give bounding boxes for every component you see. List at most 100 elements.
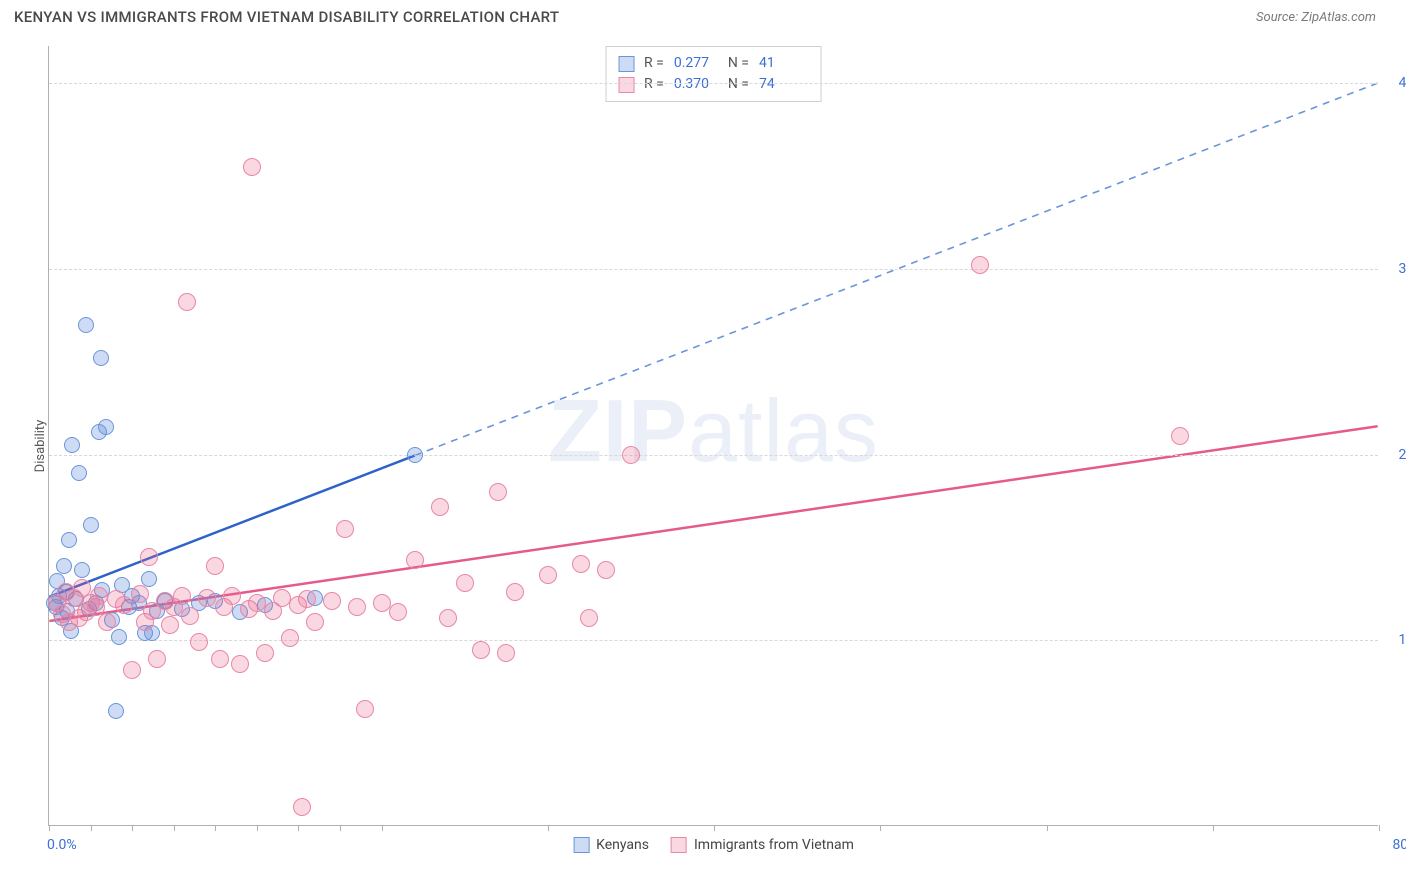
data-point — [336, 520, 354, 538]
x-tick — [132, 825, 133, 831]
data-point — [64, 437, 80, 453]
gridline — [49, 269, 1378, 270]
data-point — [407, 447, 423, 463]
legend-item-kenyans: Kenyans — [573, 837, 649, 853]
y-tick-label: 20.0% — [1398, 447, 1406, 463]
legend-label-vietnam: Immigrants from Vietnam — [694, 837, 854, 853]
data-point — [223, 587, 241, 605]
data-point — [61, 532, 77, 548]
x-tick — [215, 825, 216, 831]
watermark: ZIPatlas — [548, 379, 879, 481]
x-tick — [174, 825, 175, 831]
data-point — [243, 158, 261, 176]
data-point — [622, 446, 640, 464]
y-tick-label: 40.0% — [1398, 75, 1406, 91]
data-point — [198, 589, 216, 607]
bottom-legend: Kenyans Immigrants from Vietnam — [573, 837, 854, 853]
gridline — [49, 83, 1378, 84]
data-point — [256, 644, 274, 662]
y-tick-label: 10.0% — [1398, 632, 1406, 648]
data-point — [356, 700, 374, 718]
data-point — [123, 661, 141, 679]
data-point — [74, 562, 90, 578]
data-point — [93, 350, 109, 366]
data-point — [971, 256, 989, 274]
data-point — [71, 465, 87, 481]
swatch-vietnam-icon — [671, 837, 687, 853]
stats-legend-box: R =0.277 N =41 R =0.370 N =74 — [605, 46, 822, 102]
x-tick — [1213, 825, 1214, 831]
data-point — [431, 498, 449, 516]
x-tick — [298, 825, 299, 831]
swatch-vietnam — [618, 77, 634, 93]
data-point — [281, 629, 299, 647]
data-point — [140, 548, 158, 566]
data-point — [439, 609, 457, 627]
data-point — [98, 613, 116, 631]
legend-label-kenyans: Kenyans — [596, 837, 649, 853]
data-point — [178, 293, 196, 311]
data-point — [406, 551, 424, 569]
data-point — [273, 589, 291, 607]
plot-area: ZIPatlas R =0.277 N =41 R =0.370 N =74 0… — [48, 46, 1378, 826]
data-point — [111, 629, 127, 645]
data-point — [489, 483, 507, 501]
data-point — [472, 641, 490, 659]
data-point — [231, 655, 249, 673]
x-tick — [91, 825, 92, 831]
data-point — [1171, 427, 1189, 445]
data-point — [298, 590, 316, 608]
data-point — [78, 317, 94, 333]
x-tick — [340, 825, 341, 831]
y-axis-label: Disability — [33, 420, 48, 473]
data-point — [580, 609, 598, 627]
swatch-kenyans-icon — [573, 837, 589, 853]
swatch-kenyans — [618, 56, 634, 72]
chart-title: KENYAN VS IMMIGRANTS FROM VIETNAM DISABI… — [14, 8, 559, 26]
x-axis-start-label: 0.0% — [47, 837, 77, 853]
data-point — [181, 607, 199, 625]
data-point — [211, 650, 229, 668]
data-point — [56, 558, 72, 574]
data-point — [506, 583, 524, 601]
x-tick — [880, 825, 881, 831]
x-tick — [1047, 825, 1048, 831]
stats-row-kenyans: R =0.277 N =41 — [618, 53, 803, 74]
data-point — [373, 594, 391, 612]
x-tick — [1379, 825, 1380, 831]
data-point — [206, 557, 224, 575]
data-point — [98, 419, 114, 435]
data-point — [190, 633, 208, 651]
data-point — [293, 798, 311, 816]
data-point — [306, 613, 324, 631]
data-point — [248, 594, 266, 612]
data-point — [115, 596, 133, 614]
x-tick — [382, 825, 383, 831]
data-point — [389, 603, 407, 621]
data-point — [323, 592, 341, 610]
data-point — [348, 598, 366, 616]
data-point — [83, 517, 99, 533]
data-point — [497, 644, 515, 662]
data-point — [108, 703, 124, 719]
data-point — [572, 555, 590, 573]
stats-row-vietnam: R =0.370 N =74 — [618, 74, 803, 95]
x-tick — [548, 825, 549, 831]
data-point — [131, 585, 149, 603]
data-point — [148, 650, 166, 668]
x-tick — [257, 825, 258, 831]
data-point — [597, 561, 615, 579]
x-axis-end-label: 80.0% — [1392, 837, 1406, 853]
gridline — [49, 455, 1378, 456]
data-point — [90, 587, 108, 605]
data-point — [456, 574, 474, 592]
y-tick-label: 30.0% — [1398, 261, 1406, 277]
data-point — [161, 616, 179, 634]
x-tick — [49, 825, 50, 831]
x-tick — [714, 825, 715, 831]
source-label: Source: ZipAtlas.com — [1256, 10, 1376, 25]
data-point — [539, 566, 557, 584]
data-point — [173, 587, 191, 605]
legend-item-vietnam: Immigrants from Vietnam — [671, 837, 854, 853]
gridline — [49, 640, 1378, 641]
